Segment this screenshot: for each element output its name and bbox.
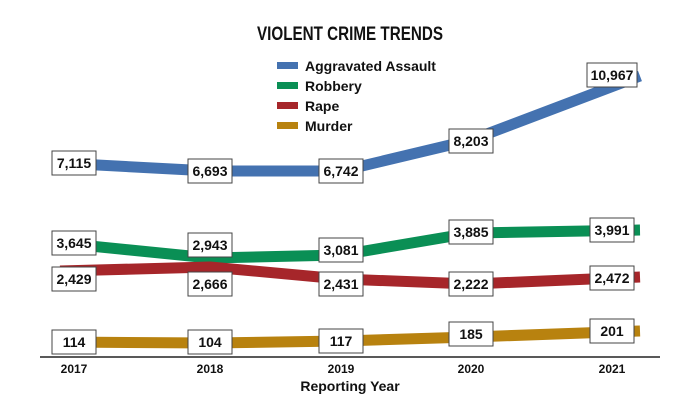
data-label-murder-2020: 185: [448, 321, 494, 347]
legend-swatch-robbery: [277, 82, 298, 89]
legend-label-rape: Rape: [305, 98, 339, 114]
data-label-box: [448, 321, 494, 347]
data-label-box: [589, 265, 635, 291]
data-label-text: 2,431: [323, 276, 358, 292]
data-label-box: [318, 328, 364, 354]
data-label-box: [318, 271, 364, 297]
data-label-box: [187, 271, 233, 297]
data-label-box: [187, 158, 233, 184]
data-label-robbery-2018: 2,943: [187, 232, 233, 258]
data-label-rape-2021: 2,472: [589, 265, 635, 291]
data-label-box: [187, 329, 233, 355]
data-label-aggravated-assault-2018: 6,693: [187, 158, 233, 184]
data-label-text: 2,666: [192, 276, 227, 292]
x-tick-label-2017: 2017: [61, 362, 88, 376]
data-label-text: 2,222: [453, 276, 488, 292]
data-label-box: [448, 271, 494, 297]
x-tick-label-2019: 2019: [328, 362, 355, 376]
data-label-box: [51, 266, 97, 292]
data-label-text: 201: [600, 323, 624, 339]
data-label-text: 8,203: [453, 133, 488, 149]
data-label-box: [51, 329, 97, 355]
x-axis-label: Reporting Year: [300, 378, 400, 394]
legend-swatch-rape: [277, 102, 298, 109]
data-label-aggravated-assault-2019: 6,742: [318, 158, 364, 184]
data-label-box: [448, 128, 494, 154]
x-tick-label-2020: 2020: [458, 362, 485, 376]
data-label-murder-2018: 104: [187, 329, 233, 355]
data-label-box: [318, 237, 364, 263]
legend-swatch-aggravated-assault: [277, 62, 298, 69]
legend: Aggravated Assault Robbery Rape Murder: [277, 58, 436, 134]
data-label-robbery-2020: 3,885: [448, 219, 494, 245]
data-label-box: [51, 150, 97, 176]
data-label-text: 6,742: [323, 163, 358, 179]
data-label-text: 3,991: [594, 222, 629, 238]
x-tick-label-2018: 2018: [197, 362, 224, 376]
data-label-robbery-2021: 3,991: [589, 217, 635, 243]
data-label-text: 6,693: [192, 163, 227, 179]
data-label-rape-2018: 2,666: [187, 271, 233, 297]
legend-swatch-murder: [277, 122, 298, 129]
data-label-text: 117: [330, 333, 353, 349]
data-label-text: 3,885: [453, 224, 488, 240]
data-label-box: [589, 217, 635, 243]
data-label-box: [448, 219, 494, 245]
data-label-robbery-2019: 3,081: [318, 237, 364, 263]
data-label-rape-2017: 2,429: [51, 266, 97, 292]
chart-title: VIOLENT CRIME TRENDS: [257, 24, 443, 45]
data-label-box: [589, 318, 635, 344]
data-label-murder-2019: 117: [318, 328, 364, 354]
data-label-aggravated-assault-2017: 7,115: [51, 150, 97, 176]
data-label-text: 185: [459, 326, 483, 342]
data-label-box: [51, 230, 97, 256]
legend-label-murder: Murder: [305, 118, 353, 134]
data-label-text: 2,429: [56, 271, 91, 287]
data-label-box: [318, 158, 364, 184]
data-label-rape-2019: 2,431: [318, 271, 364, 297]
data-label-aggravated-assault-2020: 8,203: [448, 128, 494, 154]
data-label-text: 10,967: [591, 67, 634, 83]
data-label-text: 7,115: [57, 155, 91, 171]
legend-label-robbery: Robbery: [305, 78, 362, 94]
data-label-rape-2020: 2,222: [448, 271, 494, 297]
data-label-text: 3,081: [323, 242, 358, 258]
data-label-murder-2017: 114: [51, 329, 97, 355]
data-label-murder-2021: 201: [589, 318, 635, 344]
data-label-text: 2,472: [594, 270, 629, 286]
legend-label-aggravated-assault: Aggravated Assault: [305, 58, 436, 74]
data-label-robbery-2017: 3,645: [51, 230, 97, 256]
data-label-text: 3,645: [56, 235, 91, 251]
data-label-box: [586, 62, 638, 88]
data-label-text: 114: [63, 334, 86, 350]
x-tick-label-2021: 2021: [599, 362, 626, 376]
data-label-aggravated-assault-2021: 10,967: [586, 62, 638, 88]
data-label-text: 2,943: [192, 237, 227, 253]
data-label-text: 104: [198, 334, 222, 350]
data-label-box: [187, 232, 233, 258]
